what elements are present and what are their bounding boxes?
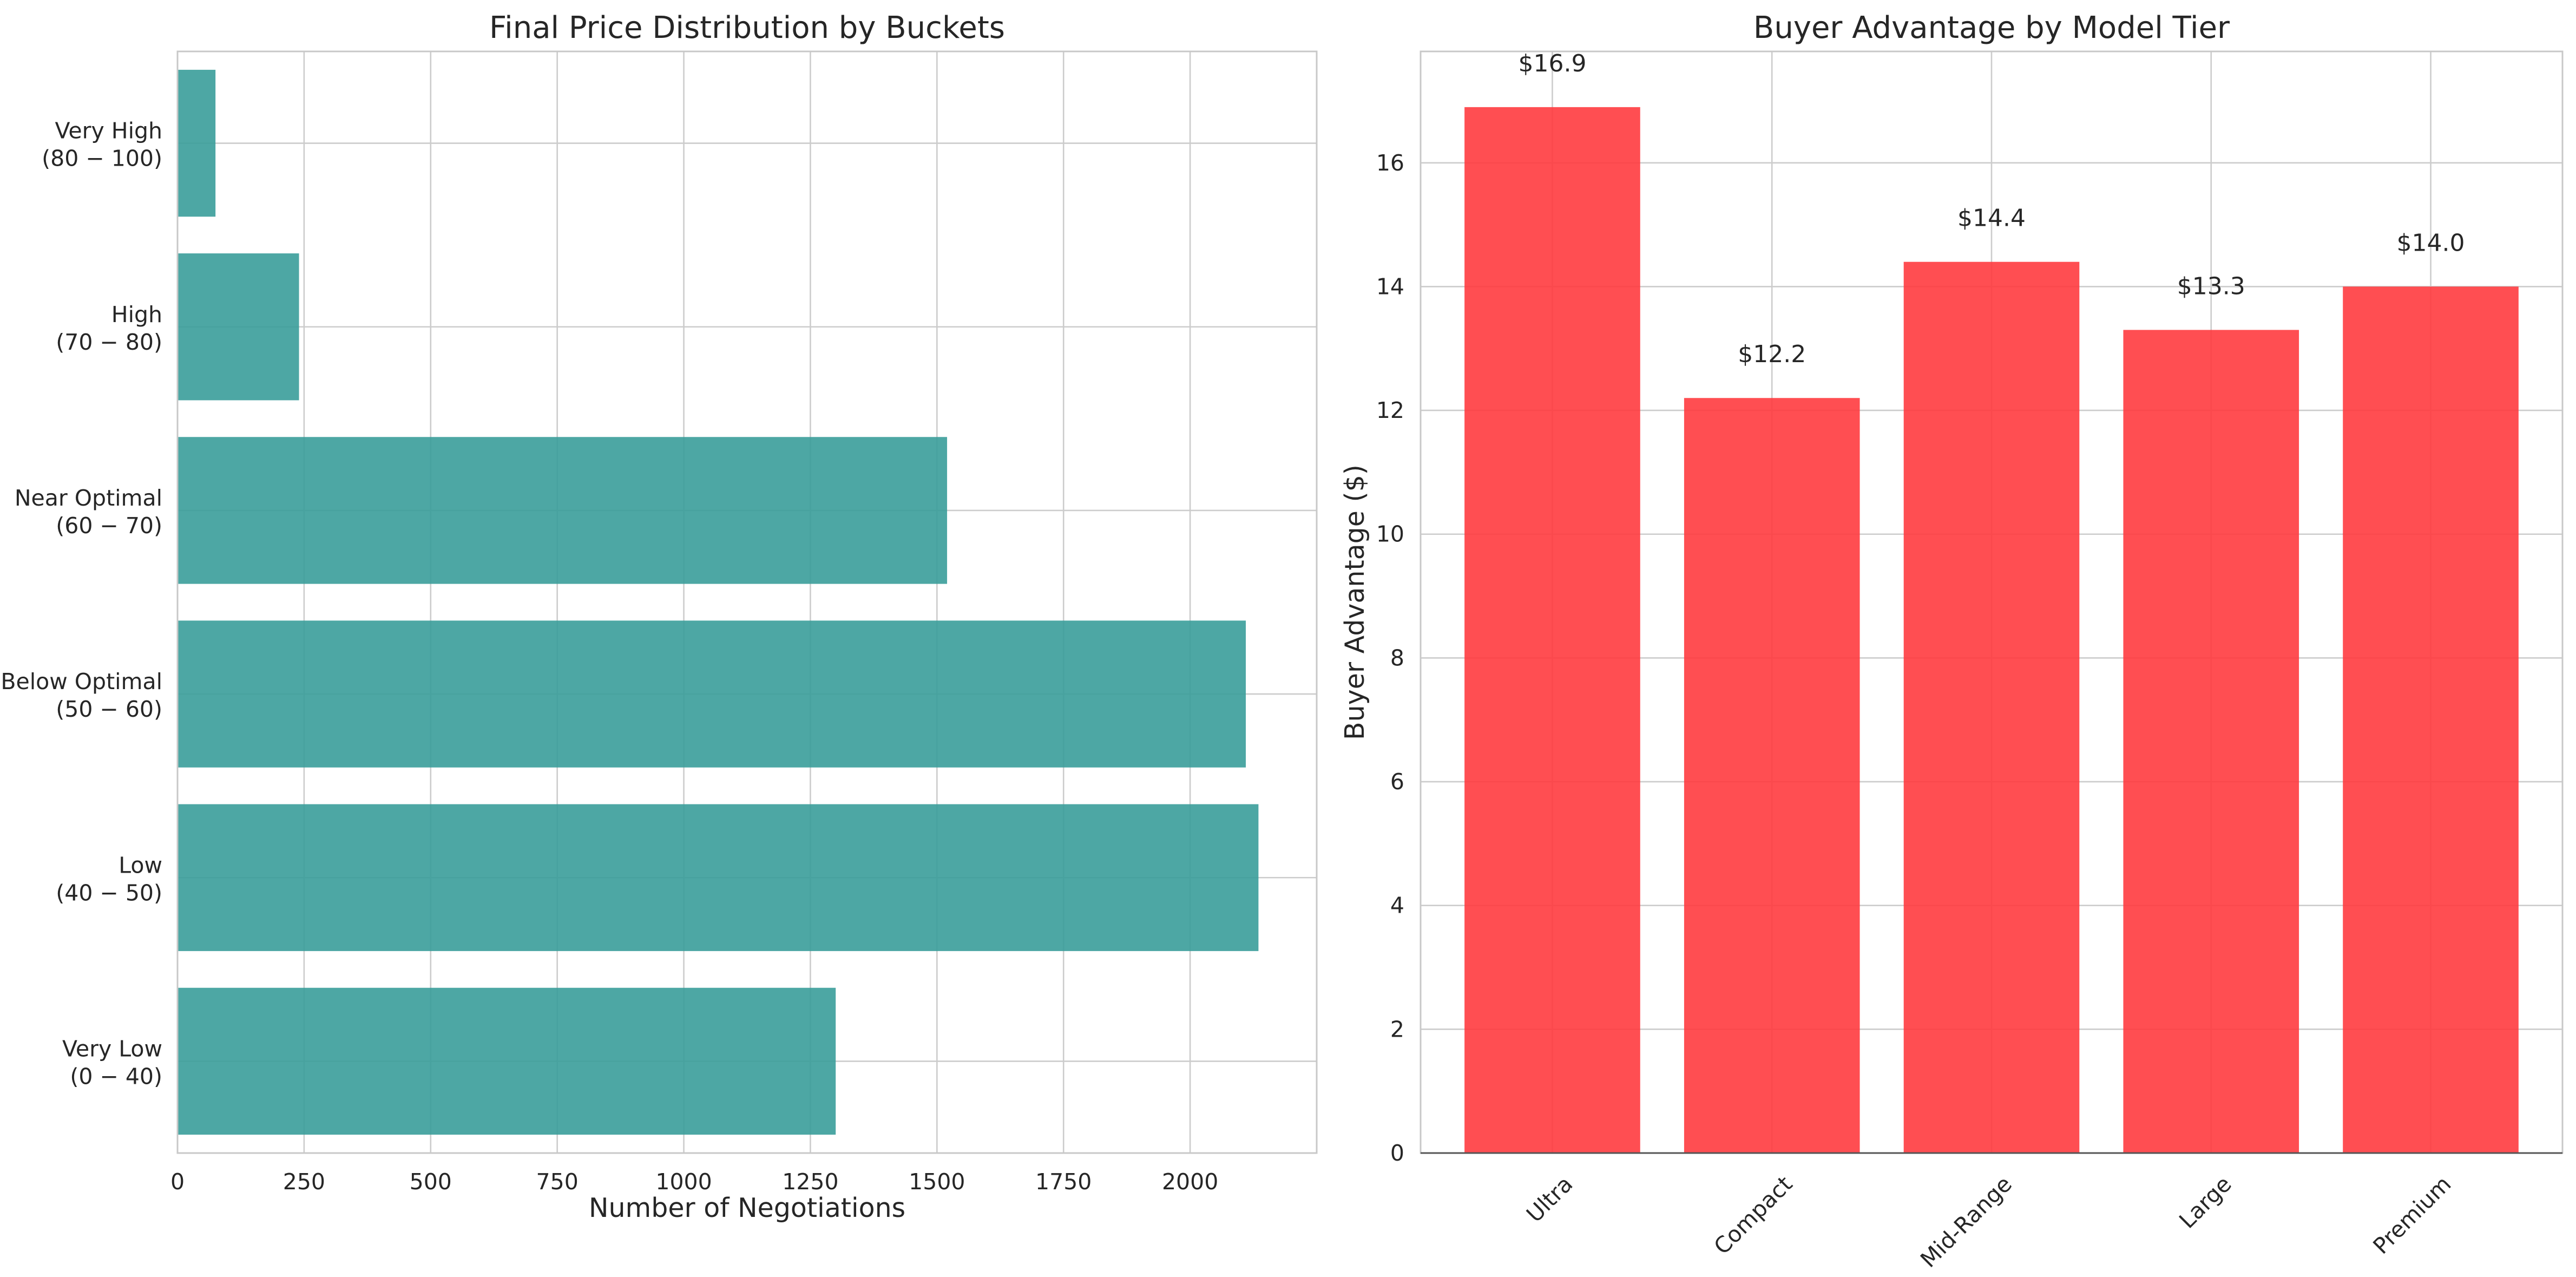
left-x-tick-label: 0 [170,1169,185,1195]
right-bar-3 [2123,330,2299,1153]
left-y-tick-sublabel: (40 − 50) [56,880,162,906]
left-y-tick-sublabel: (0 − 40) [70,1063,162,1089]
right-data-label: $12.2 [1738,340,1806,368]
right-x-tick-label: Compact [1709,1171,1798,1260]
left-chart-title: Final Price Distribution by Buckets [489,10,1005,45]
left-y-tick-label: Very Low [62,1036,162,1062]
left-y-tick-label: Very High [55,118,162,144]
right-bar-2 [1903,261,2080,1153]
right-data-label: $14.0 [2397,229,2465,257]
left-y-tick-sublabel: (60 − 70) [56,513,162,539]
right-bar-1 [1684,398,1860,1153]
right-y-axis-label: Buyer Advantage ($) [1339,464,1370,740]
left-x-axis-label: Number of Negotiations [589,1193,905,1223]
left-bar-4 [178,253,299,401]
right-y-tick-label: 10 [1376,521,1404,547]
right-data-label: $16.9 [1518,50,1586,77]
left-y-tick-label: Below Optimal [1,669,162,695]
right-chart-title: Buyer Advantage by Model Tier [1753,10,2230,45]
left-axes-frame [176,50,1318,1154]
left-x-tick-label: 1000 [655,1169,712,1195]
left-bar-5 [178,69,216,217]
right-y-tick-label: 14 [1376,273,1404,299]
right-x-tick-label: Premium [2368,1171,2456,1259]
right-bar-0 [1464,107,1640,1153]
left-x-tick-label: 1500 [909,1169,965,1195]
left-y-tick-label: Near Optimal [15,485,162,511]
left-x-tick-label: 750 [536,1169,579,1195]
right-bar-4 [2343,286,2519,1153]
right-x-tick-label: Mid-Range [1915,1171,2017,1273]
left-y-tick-label: High [111,302,162,328]
right-data-label: $13.3 [2177,272,2245,300]
left-bar-1 [178,804,1259,951]
right-y-tick-label: 12 [1376,397,1404,423]
left-bar-0 [178,987,836,1135]
left-y-tick-label: Low [119,852,162,878]
right-y-tick-label: 2 [1390,1016,1404,1042]
right-y-tick-label: 8 [1390,645,1404,671]
right-y-tick-label: 4 [1390,893,1404,919]
right-y-tick-label: 0 [1390,1140,1404,1166]
right-y-tick-label: 16 [1376,150,1404,176]
right-x-tick-label: Large [2174,1171,2237,1234]
left-y-tick-sublabel: (70 − 80) [56,329,162,355]
right-chart-buyer-advantage: $16.9 $12.2 $14.4 $13.3 $14.0 0 2 4 6 8 10 12 14 16 Ul… [1339,10,2564,1273]
right-data-label: $14.4 [1957,205,2026,232]
left-bar-2 [178,620,1246,768]
right-y-tick-label: 6 [1390,769,1404,795]
left-x-tick-label: 500 [410,1169,452,1195]
right-x-tick-label: Ultra [1521,1171,1578,1227]
left-x-tick-label: 250 [283,1169,325,1195]
left-y-tick-sublabel: (80 − 100) [42,146,162,172]
left-bar-3 [178,437,948,584]
left-y-tick-sublabel: (50 − 60) [56,696,162,722]
left-x-tick-label: 1250 [782,1169,838,1195]
left-x-tick-label: 1750 [1035,1169,1092,1195]
left-x-tick-label: 2000 [1162,1169,1218,1195]
left-chart-price-distribution: 0 250 500 750 1000 1250 1500 1750 2000 Very Low(0… [1,10,1318,1223]
